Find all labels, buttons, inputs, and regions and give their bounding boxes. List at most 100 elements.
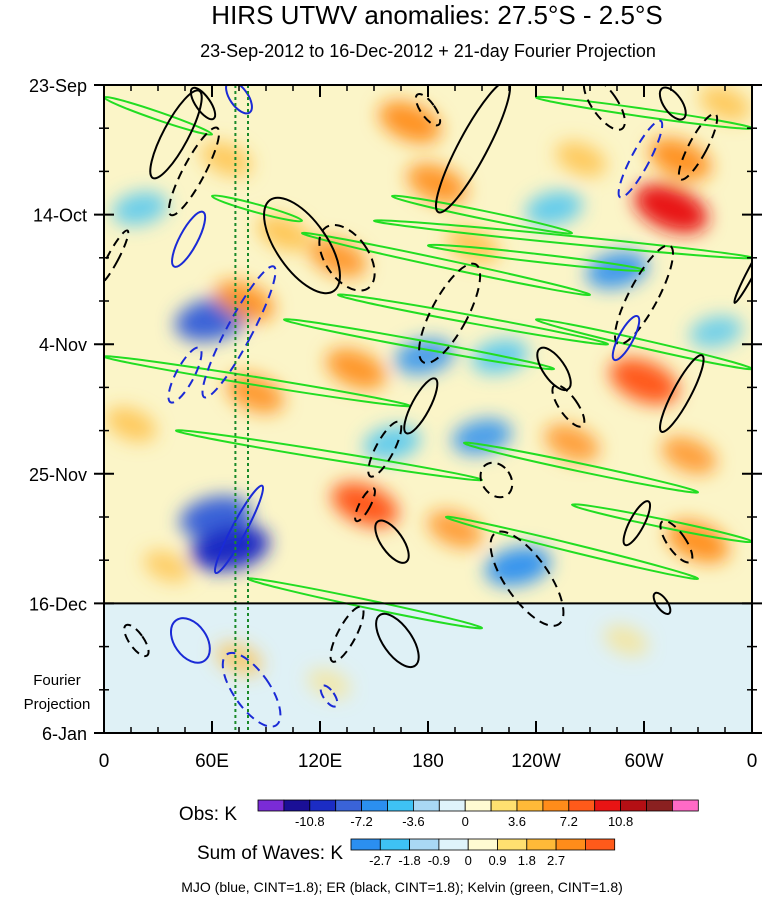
obs-colorbar-label: Obs: K [179,804,237,825]
er-contour-5 [414,92,442,127]
mjo-contours [167,85,664,728]
mjo-contour-1 [167,346,203,404]
waves-colorbar-swatch-1 [379,838,410,851]
obs-colorbar-swatch-6 [412,799,440,812]
waves-colorbar-label-3: 0 [465,853,472,868]
anomaly-blob-15 [406,163,468,205]
anomaly-blob-19 [452,418,512,455]
obs-colorbar-swatch-13 [594,799,622,812]
anomaly-blob-23 [544,424,600,462]
chart-title: HIRS UTWV anomalies: 27.5°S - 2.5°S [211,0,662,30]
waves-colorbar-label-5: 1.8 [518,853,536,868]
er-contour-22 [489,530,565,627]
obs-colorbar-swatch-16 [672,799,699,812]
anomaly-blob-20 [485,546,551,586]
waves-colorbar-swatch-5 [497,838,528,851]
x-tick-label-2: 120E [298,751,342,772]
anomaly-field [105,86,751,699]
anomaly-blob-28 [661,436,717,475]
er-contour-1 [189,86,217,121]
anomaly-blob-35 [143,550,191,583]
anomaly-blob-13 [394,338,455,375]
kelvin-contour-14 [444,515,700,580]
mjo-contour-4 [213,484,265,575]
anomaly-blob-33 [112,191,168,226]
waves-colorbar-label: Sum of Waves: K [197,843,343,864]
waves-colorbar-swatch-2 [409,838,440,851]
projection-label-line2: Projection [24,696,91,713]
kelvin-contour-6 [300,231,592,297]
er-contour-23 [375,612,420,669]
er-contour-8 [367,420,403,478]
chart-subtitle: 23-Sep-2012 to 16-Dec-2012 + 21-day Four… [200,41,656,61]
obs-colorbar-swatch-0 [257,799,285,812]
waves-colorbar-swatch-0 [350,838,381,851]
mjo-contour-5 [221,651,282,728]
kelvin-contour-5 [426,243,646,272]
y-tick-label-0: 23-Sep [29,76,87,96]
obs-colorbar-swatches: -10.8 -7.2 -3.6 0 3.6 7.2 10.8 [257,799,699,829]
waves-colorbar-label-0: -2.7 [369,853,391,868]
anomaly-blob-9 [325,348,387,390]
er-contour-16 [677,112,719,181]
anomaly-blob-14 [378,101,442,144]
er-contour-13 [613,244,675,346]
kelvin-contour-11 [462,441,700,494]
anomaly-blob-6 [215,642,263,676]
obs-colorbar-label-3: 0 [462,814,469,829]
reference-lines [234,85,249,733]
anomaly-blob-21 [525,191,583,226]
obs-colorbar-swatch-8 [464,799,492,812]
er-contour-25 [123,623,150,658]
er-contours [104,85,752,669]
projection-label-line1: Fourier [33,672,81,689]
waves-colorbar-swatch-4 [467,838,498,851]
obs-colorbar: Obs: K -10.8 -7.2 -3.6 0 3.6 7.2 10.8 [179,799,699,829]
er-contour-20 [354,487,376,523]
kelvin-contour-7 [336,293,610,346]
er-contour-24 [329,605,365,663]
kelvin-contour-1 [210,194,304,223]
waves-colorbar-swatch-8 [585,838,616,851]
obs-colorbar-swatch-10 [516,799,544,812]
obs-colorbar-swatch-12 [568,799,596,812]
anomaly-blob-12 [363,425,421,461]
er-contour-9 [403,377,439,435]
anomaly-blob-25 [609,358,679,405]
mjo-contour-3 [201,265,277,399]
obs-colorbar-label-0: -10.8 [295,814,325,829]
kelvin-contour-2 [390,194,574,235]
anomaly-blob-5 [226,373,285,414]
anomaly-blob-4 [214,280,275,322]
waves-colorbar-swatch-3 [438,838,469,851]
obs-colorbar-swatch-3 [335,799,363,812]
kelvin-contour-12 [534,318,752,371]
obs-colorbar-swatch-5 [387,799,414,812]
er-contour-12 [582,85,626,131]
obs-colorbar-label-1: -7.2 [350,814,372,829]
x-tick-label-1: 60E [195,751,229,772]
er-contour-6 [318,224,376,292]
mjo-contour-2 [171,210,207,268]
er-contour-2 [167,126,221,217]
waves-colorbar-swatches: -2.7 -1.8 -0.9 0 0.9 1.8 2.7 [350,838,616,868]
projection-background [104,603,752,733]
er-contour-27 [733,236,752,304]
mjo-contour-6 [169,617,211,664]
y-tick-label-1: 14-Oct [33,206,87,226]
obs-colorbar-swatch-7 [438,799,466,812]
axes: 0 60E 120E 180 120W 60W 0 23-Sep 14-Oct 4-Nov 25-N… [29,76,762,772]
anomaly-blob-30 [699,86,751,121]
kelvin-contour-3 [372,219,752,260]
waves-colorbar-label-2: -0.9 [428,853,450,868]
y-tick-label-5: 6-Jan [42,724,87,744]
obs-colorbar-swatch-14 [620,799,647,812]
er-contour-17 [622,500,652,547]
anomaly-blob-32 [603,625,649,656]
obs-colorbar-swatch-15 [646,799,673,812]
obs-colorbar-swatch-9 [490,799,518,812]
anomaly-blob-34 [105,406,157,442]
waves-colorbar-swatch-7 [555,838,586,851]
er-contour-28 [652,591,672,615]
